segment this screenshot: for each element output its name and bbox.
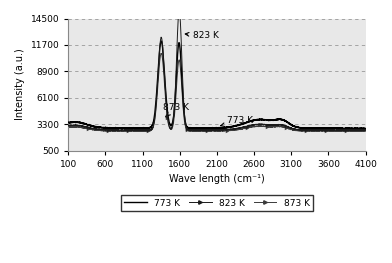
773 K [193, 127, 198, 130]
823 K [118, 128, 122, 132]
823 K [358, 128, 362, 132]
873 K [193, 129, 198, 132]
773 K [118, 127, 122, 130]
823 K [180, 72, 185, 75]
Line: 773 K: 773 K [68, 41, 366, 129]
773 K [159, 39, 163, 43]
773 K [363, 127, 368, 130]
823 K [324, 129, 328, 132]
823 K [363, 128, 368, 131]
Text: 773 K: 773 K [221, 116, 252, 127]
Text: 823 K: 823 K [185, 31, 219, 40]
873 K [358, 129, 362, 133]
873 K [159, 52, 163, 55]
873 K [363, 129, 368, 133]
873 K [118, 130, 122, 133]
773 K [100, 126, 105, 129]
773 K [325, 127, 330, 130]
823 K [193, 129, 198, 132]
823 K [100, 128, 105, 131]
873 K [180, 96, 185, 99]
823 K [66, 124, 71, 127]
823 K [177, 9, 181, 12]
873 K [325, 129, 330, 132]
Text: 873 K: 873 K [163, 103, 189, 117]
823 K [325, 128, 330, 132]
Line: 873 K: 873 K [67, 52, 367, 133]
Line: 823 K: 823 K [67, 9, 367, 132]
873 K [331, 130, 336, 133]
Legend: 773 K, 823 K, 873 K: 773 K, 823 K, 873 K [121, 195, 313, 211]
773 K [180, 87, 185, 90]
773 K [358, 128, 363, 131]
Y-axis label: Intensity (a.u.): Intensity (a.u.) [15, 49, 25, 120]
873 K [100, 129, 105, 132]
873 K [66, 125, 71, 128]
X-axis label: Wave length (cm⁻¹): Wave length (cm⁻¹) [169, 174, 265, 184]
773 K [66, 121, 71, 124]
773 K [358, 127, 362, 130]
